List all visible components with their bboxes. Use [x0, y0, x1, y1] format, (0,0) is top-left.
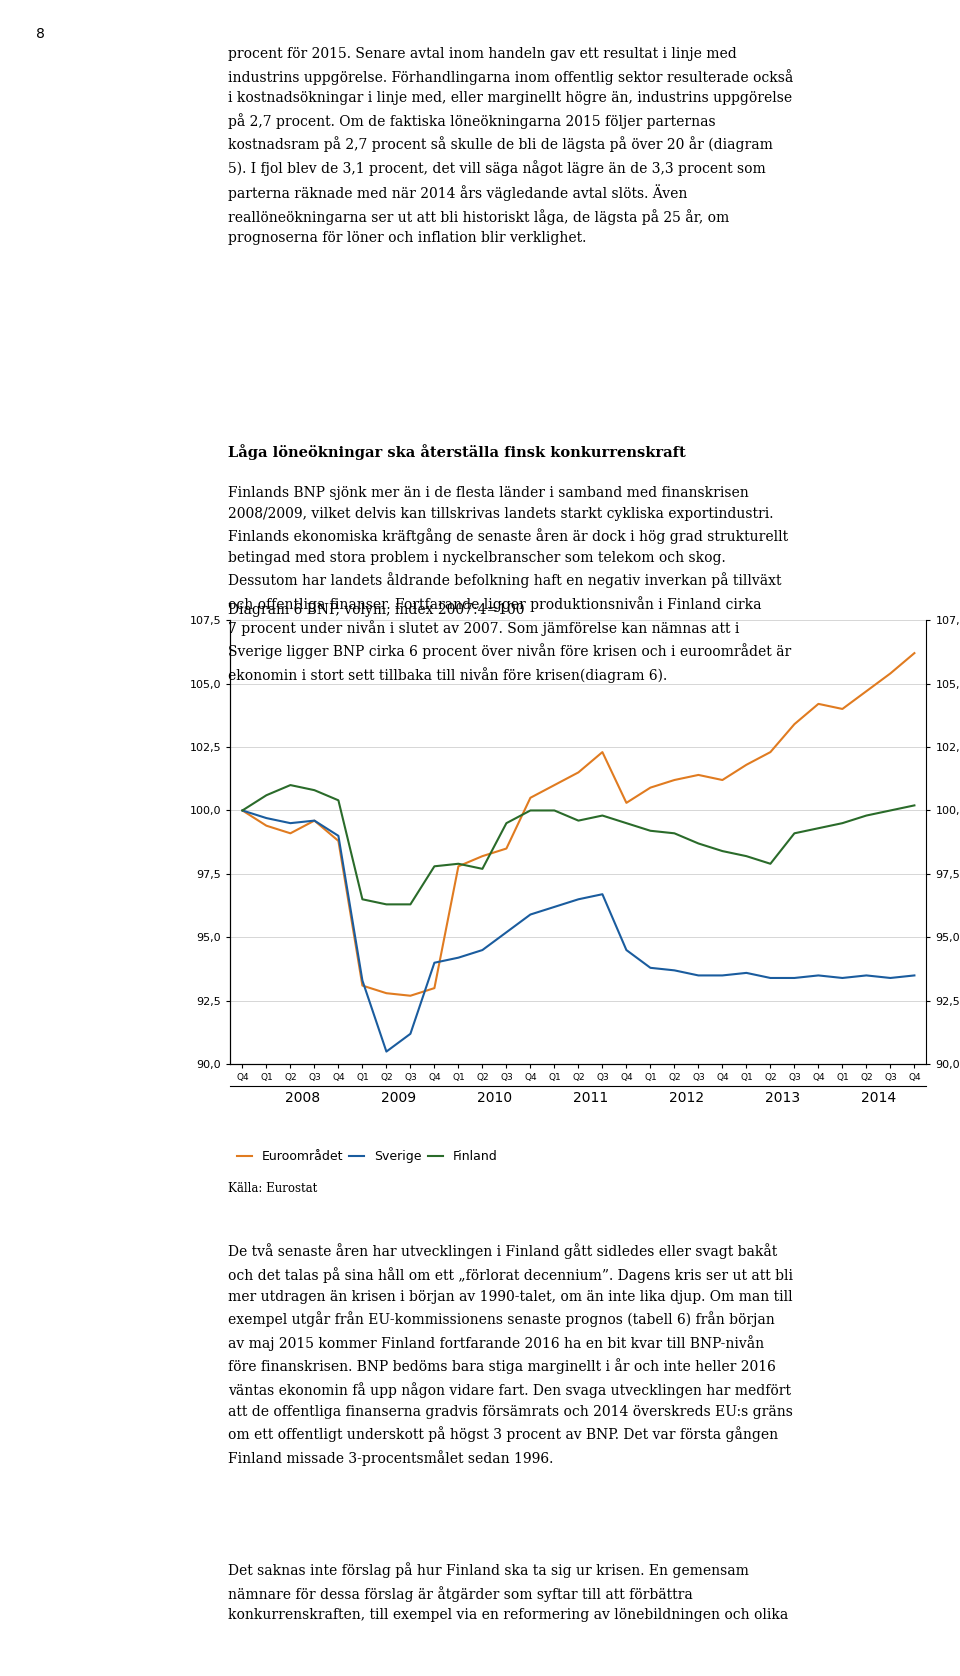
Finland	[812, 818, 824, 838]
Finland	[236, 801, 248, 821]
Sverige	[308, 811, 320, 831]
Finland	[836, 813, 849, 833]
Text: Finlands BNP sjönk mer än i de flesta länder i samband med finanskrisen
2008/200: Finlands BNP sjönk mer än i de flesta lä…	[228, 486, 792, 682]
Text: Källa: Eurostat: Källa: Eurostat	[228, 1182, 318, 1195]
Euroområdet	[908, 644, 920, 664]
Finland	[356, 890, 368, 910]
Finland	[668, 823, 680, 843]
Line: Sverige: Sverige	[242, 811, 914, 1051]
Euroområdet	[428, 979, 440, 999]
Euroområdet	[764, 742, 776, 763]
Euroområdet	[260, 816, 273, 836]
Euroområdet	[789, 714, 801, 734]
Sverige	[476, 940, 488, 960]
Sverige	[620, 940, 632, 960]
Sverige	[572, 890, 584, 910]
Sverige	[405, 1024, 417, 1044]
Line: Finland: Finland	[242, 784, 914, 905]
Text: Det saknas inte förslag på hur Finland ska ta sig ur krisen. En gemensam
nämnare: Det saknas inte förslag på hur Finland s…	[228, 1562, 789, 1622]
Sverige	[692, 965, 704, 985]
Finland	[428, 856, 440, 877]
Text: 8: 8	[36, 27, 45, 40]
Euroområdet	[836, 699, 849, 719]
Sverige	[524, 905, 536, 925]
Text: procent för 2015. Senare avtal inom handeln gav ett resultat i linje med
industr: procent för 2015. Senare avtal inom hand…	[228, 47, 794, 245]
Euroområdet	[476, 846, 488, 866]
Sverige	[453, 947, 465, 967]
Finland	[308, 779, 320, 799]
Finland	[524, 801, 536, 821]
Euroområdet	[501, 838, 513, 858]
Sverige	[428, 952, 440, 972]
Euroområdet	[524, 788, 536, 808]
Euroområdet	[380, 984, 392, 1004]
Sverige	[236, 801, 248, 821]
Sverige	[716, 965, 728, 985]
Finland	[453, 853, 465, 873]
Sverige	[596, 885, 609, 905]
Finland	[764, 853, 776, 873]
Euroområdet	[692, 764, 704, 784]
Finland	[284, 774, 296, 794]
Euroområdet	[284, 823, 296, 843]
Euroområdet	[596, 742, 609, 763]
Euroområdet	[620, 793, 632, 813]
Sverige	[764, 969, 776, 989]
Finland	[501, 813, 513, 833]
Finland	[549, 801, 561, 821]
Text: Låga löneökningar ska återställa finsk konkurrenskraft: Låga löneökningar ska återställa finsk k…	[228, 444, 686, 459]
Sverige	[284, 813, 296, 833]
Sverige	[260, 808, 273, 828]
Sverige	[380, 1041, 392, 1061]
Finland	[645, 821, 657, 841]
Finland	[476, 858, 488, 878]
Euroområdet	[572, 763, 584, 783]
Sverige	[645, 957, 657, 977]
Legend: Euroområdet, Sverige, Finland: Euroområdet, Sverige, Finland	[237, 1150, 498, 1163]
Finland	[380, 895, 392, 915]
Sverige	[668, 960, 680, 980]
Finland	[692, 833, 704, 853]
Finland	[908, 796, 920, 816]
Sverige	[812, 965, 824, 985]
Finland	[260, 784, 273, 804]
Sverige	[356, 970, 368, 991]
Euroområdet	[453, 856, 465, 877]
Euroområdet	[860, 680, 872, 701]
Text: Diagram 6 BNP, volym, index 2007:4=100: Diagram 6 BNP, volym, index 2007:4=100	[228, 603, 525, 617]
Finland	[405, 895, 417, 915]
Sverige	[741, 962, 753, 982]
Finland	[741, 846, 753, 866]
Finland	[789, 823, 801, 843]
Text: De två senaste åren har utvecklingen i Finland gått sidledes eller svagt bakåt
o: De två senaste åren har utvecklingen i F…	[228, 1244, 794, 1466]
Sverige	[908, 965, 920, 985]
Finland	[716, 841, 728, 861]
Euroområdet	[716, 769, 728, 789]
Euroområdet	[236, 801, 248, 821]
Sverige	[501, 922, 513, 942]
Finland	[332, 791, 344, 811]
Euroområdet	[356, 975, 368, 996]
Line: Euroområdet: Euroområdet	[242, 654, 914, 996]
Sverige	[549, 897, 561, 917]
Euroområdet	[741, 754, 753, 774]
Euroområdet	[645, 778, 657, 798]
Sverige	[885, 969, 897, 989]
Finland	[885, 801, 897, 821]
Euroområdet	[885, 664, 897, 684]
Euroområdet	[405, 985, 417, 1006]
Finland	[860, 806, 872, 826]
Sverige	[789, 969, 801, 989]
Euroområdet	[549, 774, 561, 794]
Sverige	[332, 826, 344, 846]
Sverige	[860, 965, 872, 985]
Finland	[620, 813, 632, 833]
Euroområdet	[332, 831, 344, 851]
Finland	[596, 806, 609, 826]
Finland	[572, 811, 584, 831]
Euroområdet	[668, 769, 680, 789]
Euroområdet	[308, 811, 320, 831]
Euroområdet	[812, 694, 824, 714]
Sverige	[836, 969, 849, 989]
